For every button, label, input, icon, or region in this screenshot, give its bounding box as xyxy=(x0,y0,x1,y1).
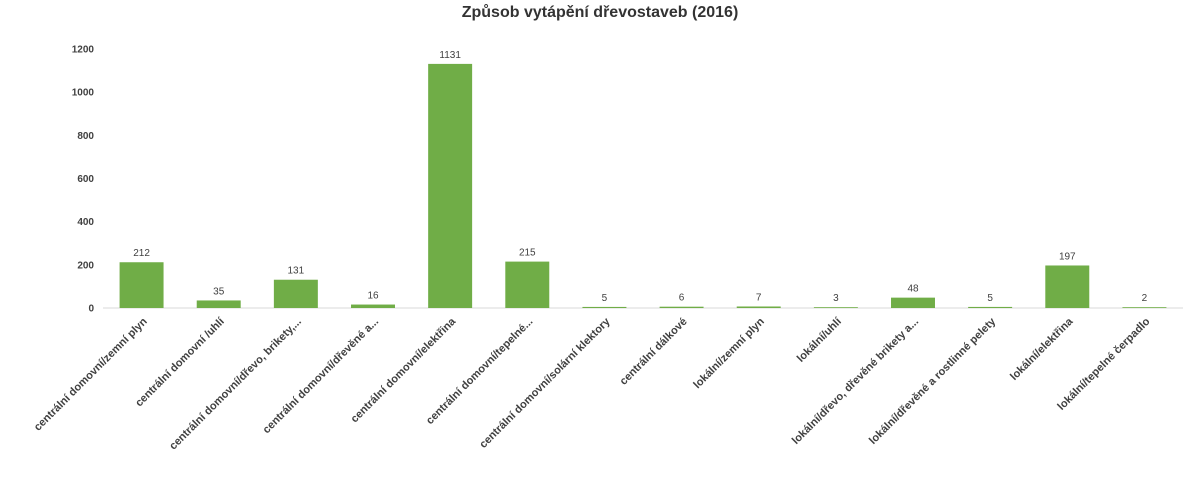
bar xyxy=(119,262,164,308)
bar xyxy=(1122,307,1167,308)
bar xyxy=(505,261,550,308)
y-tick-label: 1200 xyxy=(72,45,95,56)
bar xyxy=(351,304,395,308)
data-label: 7 xyxy=(756,292,762,303)
data-label: 5 xyxy=(602,293,608,304)
data-label: 16 xyxy=(367,291,379,302)
x-tick-label: centrální domovní/dřevo, brikety,... xyxy=(167,316,304,453)
x-tick-label: centrální domovní/solární klektory xyxy=(477,315,613,451)
x-tick-label: centrální domovní/zemní plyn xyxy=(32,315,150,433)
bar xyxy=(196,300,241,308)
x-tick-label: lokální/uhlí xyxy=(795,315,845,365)
data-label: 2 xyxy=(1142,293,1148,304)
x-tick-label: centrální domovní /uhlí xyxy=(133,315,227,409)
x-tick-label: lokální/dřevěné a rostlinné pelety xyxy=(867,315,999,447)
chart-title: Způsob vytápění dřevostaveb (2016) xyxy=(461,4,739,21)
data-label: 215 xyxy=(519,248,536,259)
data-label: 3 xyxy=(833,293,839,304)
y-tick-label: 0 xyxy=(88,304,94,315)
bar xyxy=(736,306,781,308)
bar xyxy=(891,297,935,308)
y-tick-label: 600 xyxy=(77,174,94,185)
bar xyxy=(273,279,318,308)
bar xyxy=(582,306,627,308)
bar xyxy=(659,306,704,308)
data-label: 35 xyxy=(213,286,225,297)
data-label: 5 xyxy=(987,293,993,304)
y-tick-label: 400 xyxy=(77,217,94,228)
data-label: 6 xyxy=(679,293,685,304)
y-tick-label: 800 xyxy=(77,131,94,142)
bar xyxy=(813,307,858,308)
bar xyxy=(968,306,1013,308)
x-tick-label: lokální/zemní plyn xyxy=(691,315,767,391)
data-label: 212 xyxy=(133,248,150,259)
x-tick-label: lokální/elektřina xyxy=(1008,315,1076,383)
data-label: 197 xyxy=(1059,251,1076,262)
data-label: 48 xyxy=(907,284,919,295)
data-label: 131 xyxy=(288,266,305,277)
bar xyxy=(1045,265,1090,308)
y-tick-label: 1000 xyxy=(72,88,95,99)
y-tick-label: 200 xyxy=(77,260,94,271)
x-tick-label: lokální/dřevo, dřevěné brikety a... xyxy=(790,316,921,447)
data-label: 1131 xyxy=(439,50,461,61)
x-tick-label: centrální dálkové xyxy=(618,316,690,388)
x-tick-label: lokální/tepelné čerpadlo xyxy=(1055,315,1152,412)
bar xyxy=(428,63,473,308)
